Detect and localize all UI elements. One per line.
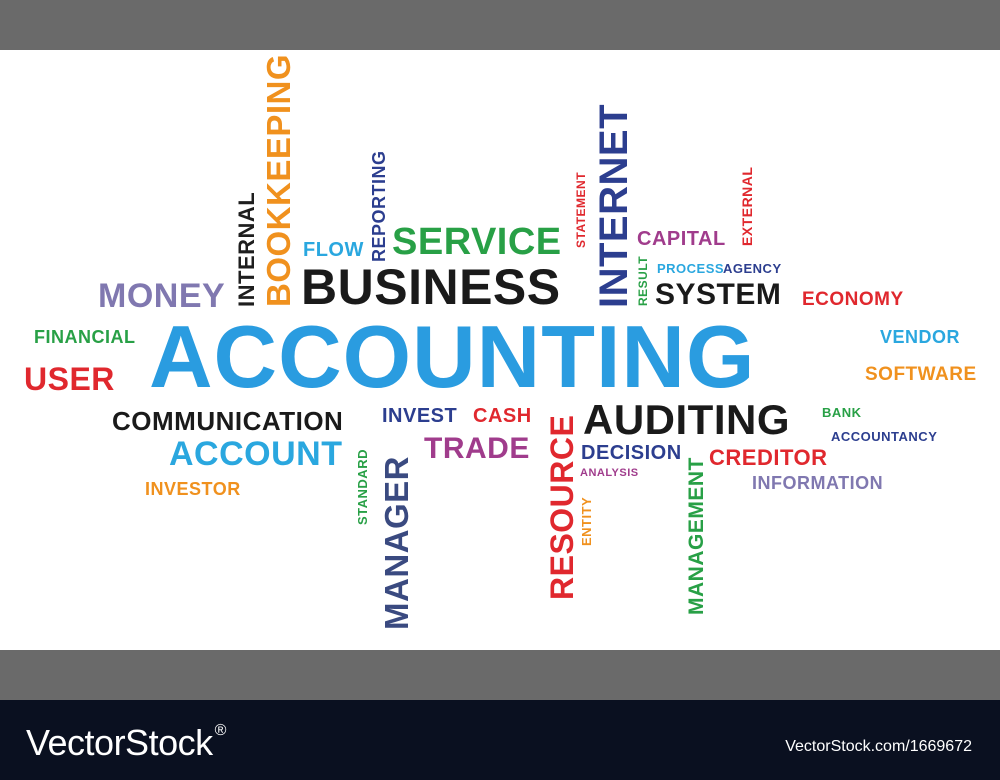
word-investor: INVESTOR (145, 479, 241, 499)
word-cloud: MONEY INTERNAL BOOKKEEPING FLOW REPORTIN… (0, 50, 1000, 650)
registered-mark: ® (214, 722, 227, 739)
word-standard: STANDARD (355, 449, 370, 525)
word-service: SERVICE (392, 221, 562, 263)
word-economy: ECONOMY (802, 289, 904, 310)
word-statement: STATEMENT (574, 171, 588, 248)
word-cash: CASH (473, 405, 532, 427)
word-invest: INVEST (382, 405, 458, 427)
word-resource: RESOURCE (544, 414, 580, 600)
word-internal: INTERNAL (234, 191, 259, 307)
word-money: MONEY (98, 277, 226, 315)
word-software: SOFTWARE (865, 364, 977, 385)
word-internet: INTERNET (592, 104, 636, 308)
word-capital: CAPITAL (637, 228, 726, 250)
word-information: INFORMATION (752, 473, 884, 493)
word-vendor: VENDOR (880, 327, 961, 347)
word-result: RESULT (636, 255, 650, 306)
word-business: BUSINESS (301, 259, 561, 315)
word-entity: ENTITY (579, 496, 594, 546)
word-external: EXTERNAL (739, 166, 755, 246)
word-system: SYSTEM (655, 278, 782, 311)
word-bank: BANK (822, 405, 862, 420)
word-management: MANAGEMENT (685, 457, 708, 615)
word-accountancy: ACCOUNTANCY (831, 429, 938, 444)
word-process: PROCESS (657, 261, 725, 276)
word-analysis: ANALYSIS (580, 467, 639, 479)
word-trade: TRADE (424, 432, 530, 465)
word-account: ACCOUNT (169, 435, 343, 473)
word-agency: AGENCY (723, 261, 782, 276)
watermark-footer: VectorStock ® VectorStock.com/1669672 (0, 700, 1000, 780)
word-bookkeeping: BOOKKEEPING (260, 53, 297, 307)
word-manager: MANAGER (378, 456, 415, 630)
brand-name: VectorStock (26, 722, 213, 763)
word-flow: FLOW (303, 239, 364, 261)
word-reporting: REPORTING (369, 150, 389, 262)
word-user: USER (24, 361, 115, 397)
image-url: VectorStock.com/1669672 (785, 738, 972, 755)
word-auditing: AUDITING (583, 396, 790, 443)
word-decision: DECISION (581, 442, 682, 464)
word-financial: FINANCIAL (34, 327, 136, 347)
word-communication: COMMUNICATION (112, 406, 344, 436)
word-creditor: CREDITOR (709, 445, 828, 470)
vectorstock-logo: VectorStock ® (26, 722, 226, 764)
word-accounting: ACCOUNTING (149, 307, 756, 406)
